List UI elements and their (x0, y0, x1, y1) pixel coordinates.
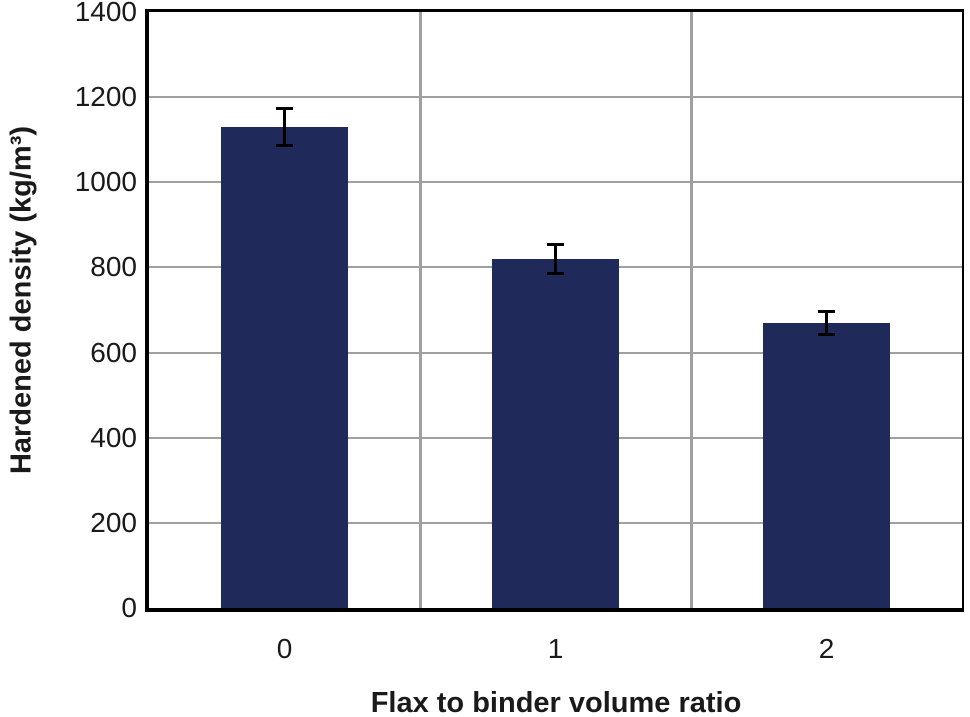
y-axis-tick-label: 0 (121, 592, 137, 623)
bar (492, 258, 619, 608)
error-bar-line (554, 244, 557, 274)
plot-area (145, 9, 964, 612)
y-axis-tick-label: 600 (90, 336, 137, 368)
error-bar-line (825, 310, 828, 335)
x-axis-tick-label: 2 (818, 633, 835, 664)
error-bar-line (283, 107, 286, 147)
x-axis-title: Flax to binder volume ratio (370, 687, 742, 717)
error-bar-cap-top (276, 106, 293, 110)
error-bar-cap-bottom (818, 332, 835, 336)
vertical-gridline (418, 12, 422, 608)
vertical-gridline (689, 12, 693, 608)
bar (763, 322, 890, 608)
error-bar-cap-top (818, 309, 835, 313)
bar (221, 126, 348, 608)
horizontal-gridline (149, 96, 962, 99)
x-axis-tick-label: 0 (276, 633, 293, 664)
x-axis-tick-label: 1 (547, 633, 564, 664)
y-axis-tick-label: 800 (90, 251, 137, 283)
error-bar-cap-bottom (547, 271, 564, 275)
y-axis-tick-label: 1200 (74, 81, 137, 113)
y-axis-tick-label: 400 (90, 421, 137, 453)
y-axis-tick-label: 200 (90, 506, 137, 538)
error-bar-cap-bottom (276, 144, 293, 148)
y-axis-tick-label: 1000 (74, 166, 137, 198)
horizontal-gridline (149, 181, 962, 184)
y-axis-tick-label: 1400 (74, 0, 137, 27)
error-bar-cap-top (547, 243, 564, 246)
